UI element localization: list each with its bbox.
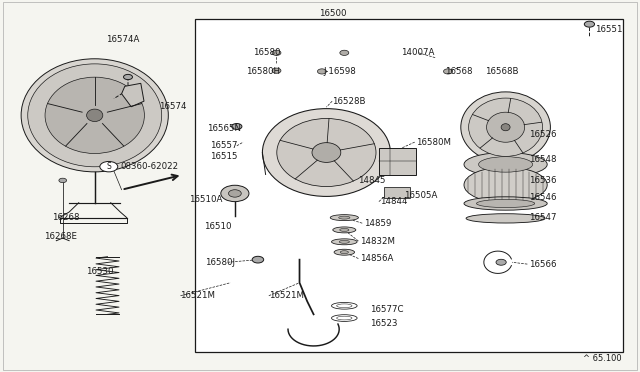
Text: 16526: 16526 bbox=[529, 130, 556, 139]
Text: 16568: 16568 bbox=[445, 67, 472, 76]
Ellipse shape bbox=[334, 249, 355, 255]
Ellipse shape bbox=[28, 64, 162, 167]
Text: 16565N: 16565N bbox=[207, 124, 241, 133]
Circle shape bbox=[100, 161, 118, 172]
Text: 16566: 16566 bbox=[529, 260, 556, 269]
Text: 16580M: 16580M bbox=[416, 138, 451, 147]
Ellipse shape bbox=[486, 112, 525, 142]
Text: 16510A: 16510A bbox=[189, 195, 222, 203]
Text: 14844: 14844 bbox=[380, 197, 408, 206]
Circle shape bbox=[252, 256, 264, 263]
Text: 16548: 16548 bbox=[529, 155, 556, 164]
Text: 16500: 16500 bbox=[319, 9, 346, 17]
Text: 16536: 16536 bbox=[529, 176, 556, 185]
Ellipse shape bbox=[312, 142, 340, 163]
Circle shape bbox=[496, 259, 506, 265]
Circle shape bbox=[584, 21, 595, 27]
Text: S: S bbox=[106, 162, 111, 171]
Ellipse shape bbox=[479, 157, 532, 172]
Polygon shape bbox=[122, 83, 144, 107]
Text: 16580J: 16580J bbox=[205, 258, 235, 267]
Text: ^ 65.100: ^ 65.100 bbox=[584, 354, 622, 363]
Text: 16521M: 16521M bbox=[180, 291, 216, 300]
Circle shape bbox=[124, 74, 132, 80]
Text: 16521M: 16521M bbox=[269, 291, 304, 300]
Ellipse shape bbox=[468, 98, 543, 156]
Ellipse shape bbox=[45, 77, 145, 154]
Text: J-16598: J-16598 bbox=[323, 67, 356, 76]
Bar bbox=[384, 187, 410, 198]
Text: 16268E: 16268E bbox=[44, 232, 77, 241]
Text: 16515: 16515 bbox=[210, 153, 237, 161]
Text: 16523: 16523 bbox=[370, 319, 397, 328]
Text: 16557: 16557 bbox=[210, 141, 237, 150]
Text: 16574: 16574 bbox=[159, 102, 186, 110]
Circle shape bbox=[232, 124, 242, 129]
Circle shape bbox=[317, 69, 326, 74]
Text: 16505A: 16505A bbox=[404, 191, 438, 200]
Text: 16547: 16547 bbox=[529, 213, 556, 222]
Text: 16577C: 16577C bbox=[370, 305, 403, 314]
Text: 16574A: 16574A bbox=[106, 35, 139, 44]
Ellipse shape bbox=[464, 197, 547, 210]
Circle shape bbox=[228, 190, 241, 197]
Bar bbox=[379, 148, 416, 175]
Ellipse shape bbox=[262, 109, 390, 196]
Ellipse shape bbox=[330, 215, 358, 221]
Text: 16568B: 16568B bbox=[485, 67, 518, 76]
Ellipse shape bbox=[476, 199, 535, 208]
Text: 14859: 14859 bbox=[364, 219, 391, 228]
Ellipse shape bbox=[464, 167, 547, 203]
Text: 14007A: 14007A bbox=[401, 48, 434, 57]
Ellipse shape bbox=[501, 124, 510, 131]
Circle shape bbox=[221, 185, 249, 202]
Circle shape bbox=[272, 68, 281, 73]
Text: 16580: 16580 bbox=[253, 48, 280, 57]
Circle shape bbox=[59, 178, 67, 183]
Ellipse shape bbox=[21, 59, 168, 172]
Text: 08360-62022: 08360-62022 bbox=[120, 162, 179, 171]
Ellipse shape bbox=[464, 153, 547, 176]
Text: 16268: 16268 bbox=[52, 213, 80, 222]
Ellipse shape bbox=[340, 228, 349, 231]
Ellipse shape bbox=[340, 251, 348, 254]
Circle shape bbox=[272, 50, 281, 55]
Text: 16551: 16551 bbox=[595, 25, 623, 33]
Ellipse shape bbox=[276, 119, 376, 186]
Text: 14832M: 14832M bbox=[360, 237, 395, 246]
Ellipse shape bbox=[86, 109, 103, 122]
Ellipse shape bbox=[339, 240, 349, 243]
Text: 16528B: 16528B bbox=[332, 97, 365, 106]
Text: 16580H: 16580H bbox=[246, 67, 280, 76]
Ellipse shape bbox=[333, 227, 356, 233]
Circle shape bbox=[444, 69, 452, 74]
Text: 16510: 16510 bbox=[204, 222, 231, 231]
Circle shape bbox=[340, 50, 349, 55]
Text: 16546: 16546 bbox=[529, 193, 556, 202]
Bar bbox=[195, 19, 623, 352]
Ellipse shape bbox=[461, 92, 550, 163]
Ellipse shape bbox=[466, 214, 545, 223]
Text: 14856A: 14856A bbox=[360, 254, 393, 263]
Ellipse shape bbox=[339, 216, 350, 219]
Text: 14845: 14845 bbox=[358, 176, 386, 185]
Text: 16530: 16530 bbox=[86, 267, 114, 276]
Ellipse shape bbox=[332, 239, 357, 245]
